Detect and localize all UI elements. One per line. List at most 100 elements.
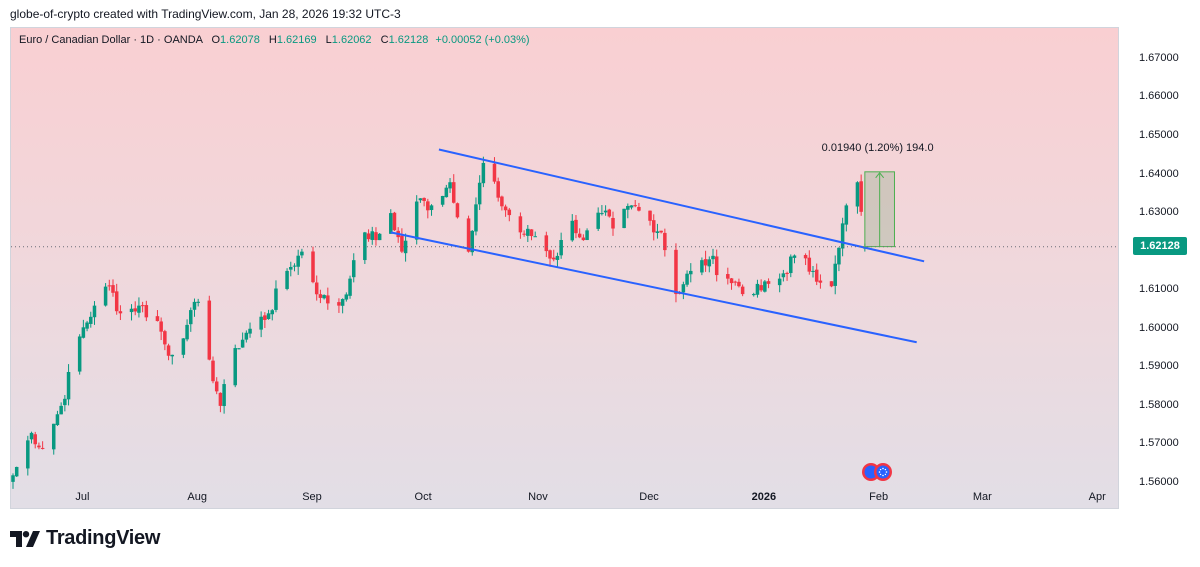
candlestick-chart[interactable] [11,28,1119,509]
candle-body [159,321,163,332]
candle-body [29,432,34,440]
candle-body [111,285,115,293]
candle-body [351,260,356,278]
candle-body [648,210,652,221]
candle-body [166,345,171,356]
candle-body [611,217,615,229]
candle-body [11,475,15,482]
price-range-label: 0.01940 (1.20%) 194.0 [821,141,934,154]
candle-body [548,250,552,259]
candle-body [759,285,763,291]
candle-body [837,247,841,265]
candle-body [214,381,219,392]
price-axis-tick: 1.59000 [1139,360,1179,373]
candle-body [674,249,678,295]
candle-body [40,447,45,449]
candle-body [137,305,141,313]
candle-body [85,322,89,329]
candle-body [470,230,475,253]
current-price-badge: 1.62128 [1133,236,1187,255]
candle-body [211,360,215,382]
candle-body [444,187,449,198]
time-axis-tick: Feb [869,491,889,503]
candle-body [270,310,275,315]
candle-body [244,332,249,340]
candle-body [422,197,426,201]
candle-body [818,280,823,283]
candle-body [33,434,37,445]
candle-body [289,266,293,270]
candle-body [170,354,175,357]
candle-body [492,163,497,182]
candle-body [544,235,549,252]
candle-body [222,384,226,407]
candle-body [266,313,271,320]
candle-body [144,305,149,318]
chart-pane[interactable]: Euro / Canadian Dollar · 1D · OANDA O1.6… [10,27,1119,509]
candle-body [570,220,575,241]
candle-body [477,182,482,205]
candle-body [429,205,434,211]
close-label: C [380,34,389,46]
candle-body [426,201,430,211]
candle-body [374,232,378,241]
candle-body [440,195,445,205]
low-label: L [325,34,332,46]
candle-body [859,181,863,212]
candle-body [337,302,341,306]
economic-events-icon[interactable] [861,462,895,482]
candle-body [118,311,123,314]
candle-body [259,316,263,330]
candle-body [400,235,404,252]
candle-body [414,201,419,240]
candle-body [626,205,630,210]
price-axis-tick: 1.56000 [1139,476,1179,488]
time-axis-tick: Aug [187,491,207,503]
candle-body [777,278,782,286]
candle-body [500,196,504,207]
candle-body [344,294,349,300]
price-axis-tick: 1.64000 [1139,167,1179,180]
price-range-arrow-head [875,172,885,179]
time-axis-tick: Oct [414,491,432,503]
candle-body [192,301,197,310]
candle-body [418,198,423,201]
candle-body [189,310,193,325]
candle-body [596,212,600,229]
candle-body [803,255,808,259]
candle-body [603,210,608,213]
close-value: 1.62128 [388,34,429,46]
candle-body [577,233,582,238]
candle-body [103,286,108,306]
candle-body [792,255,797,258]
candle-body [518,216,523,233]
candle-body [26,440,30,469]
channel-line-upper [438,148,925,263]
tradingview-logo: TradingView [10,527,160,550]
candle-body [114,291,119,312]
candle-body [833,263,837,286]
candle-body [740,286,745,295]
candle-body [89,316,93,324]
open-value: 1.62078 [220,34,260,46]
candle-body [785,272,789,274]
price-axis[interactable]: 1.670001.660001.650001.640001.630001.620… [1119,27,1200,509]
price-axis-tick: 1.65000 [1139,128,1179,141]
candle-body [633,205,637,207]
candle-body [522,233,526,235]
candle-body [311,251,315,283]
candle-body [622,208,626,229]
candle-body [185,324,189,340]
tradingview-wordmark: TradingView [46,527,161,549]
candle-body [14,466,19,477]
low-value: 1.62062 [331,34,372,46]
candle-body [237,348,241,350]
candle-body [637,206,641,211]
candle-body [659,230,663,233]
candle-body [370,231,375,240]
candle-body [766,281,771,284]
candle-body [348,278,352,296]
candle-body [840,223,845,249]
candle-body [814,269,819,282]
candle-body [711,255,715,260]
